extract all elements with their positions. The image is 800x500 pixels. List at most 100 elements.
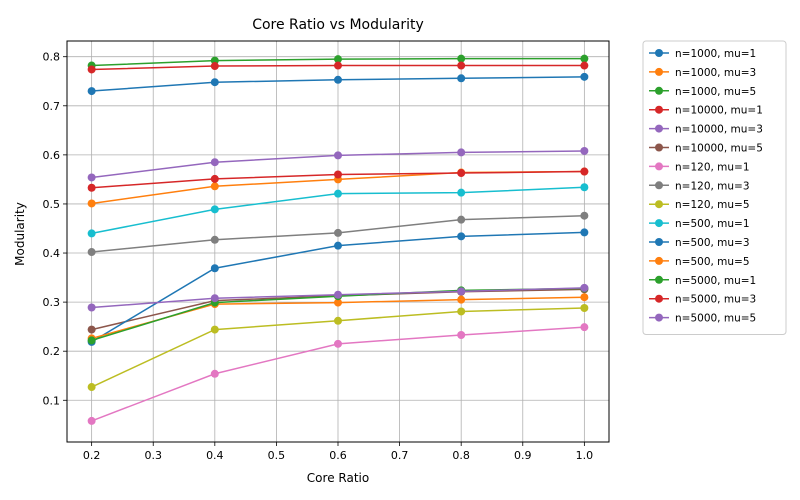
data-point: [457, 188, 466, 197]
data-point: [210, 78, 219, 87]
data-point: [580, 61, 589, 70]
legend-label: n=5000, mu=1: [675, 275, 756, 287]
data-point: [87, 229, 96, 238]
legend-label: n=1000, mu=3: [675, 67, 756, 79]
data-point: [87, 183, 96, 192]
data-point: [87, 87, 96, 96]
legend: n=1000, mu=1 n=1000, mu=3 n=1000, mu=5 n=10…: [642, 40, 787, 335]
legend-marker: [655, 294, 663, 303]
data-point: [457, 61, 466, 70]
legend-label: n=120, mu=1: [675, 161, 750, 173]
data-point: [87, 303, 96, 312]
x-tick-label: 0.3: [144, 449, 162, 462]
legend-marker: [655, 49, 663, 57]
data-point: [87, 416, 96, 425]
legend-marker: [655, 67, 663, 76]
legend-item: n=1000, mu=3: [649, 67, 756, 79]
data-point: [580, 167, 589, 176]
x-tick-label: 1.0: [576, 449, 594, 462]
legend-label: n=10000, mu=3: [675, 124, 763, 136]
legend-label: n=500, mu=3: [675, 237, 750, 249]
data-point: [334, 298, 342, 307]
data-point: [457, 215, 466, 224]
x-tick-label: 0.8: [452, 449, 470, 462]
data-point: [334, 170, 342, 179]
legend-item: n=1000, mu=1: [649, 48, 756, 60]
series-14: [87, 167, 589, 192]
legend-label: n=500, mu=5: [675, 256, 750, 268]
data-point: [334, 241, 342, 250]
data-point: [457, 169, 466, 178]
legend-item: n=10000, mu=5: [649, 143, 763, 155]
x-tick-label: 0.7: [391, 449, 409, 462]
data-point: [334, 189, 342, 198]
data-point: [87, 383, 96, 392]
data-point: [210, 62, 219, 71]
data-point: [457, 74, 466, 83]
legend-marker: [655, 86, 663, 95]
legend-label: n=120, mu=5: [675, 199, 750, 211]
data-point: [457, 331, 466, 340]
legend-box: [642, 40, 787, 335]
data-point: [580, 183, 589, 192]
data-point: [210, 182, 219, 191]
legend-marker: [655, 275, 663, 284]
data-point: [334, 290, 342, 299]
series-4: [87, 61, 589, 74]
series-10: [87, 183, 589, 238]
legend-item: n=1000, mu=5: [649, 86, 756, 98]
x-tick-label: 0.2: [83, 449, 101, 462]
data-point: [580, 72, 589, 81]
legend-item: n=120, mu=3: [649, 180, 750, 192]
y-tick-label: 0.1: [43, 394, 61, 407]
data-point: [457, 295, 466, 304]
y-tick-label: 0.5: [43, 198, 61, 211]
series-15: [87, 283, 589, 312]
data-point: [580, 54, 589, 63]
data-point: [580, 323, 589, 332]
data-point: [334, 339, 342, 348]
data-point: [210, 369, 219, 378]
legend-marker: [655, 313, 663, 322]
data-point: [87, 336, 96, 345]
data-point: [580, 228, 589, 237]
legend-item: n=5000, mu=5: [649, 313, 756, 325]
legend-marker: [655, 162, 663, 171]
y-tick-label: 0.3: [43, 296, 61, 309]
legend-marker: [655, 143, 663, 152]
legend-item: n=500, mu=5: [649, 256, 750, 268]
series-1: [87, 72, 589, 96]
legend-item: n=5000, mu=3: [649, 294, 756, 306]
legend-marker: [655, 124, 663, 133]
y-tick-label: 0.4: [43, 247, 61, 260]
legend-label: n=5000, mu=5: [675, 313, 756, 325]
legend-item: n=10000, mu=3: [649, 124, 763, 136]
data-point: [580, 146, 589, 155]
data-point: [580, 304, 589, 313]
series-7: [87, 323, 589, 425]
x-tick-label: 0.4: [206, 449, 224, 462]
data-point: [580, 293, 589, 302]
legend-item: n=120, mu=1: [649, 161, 750, 173]
data-point: [210, 294, 219, 303]
series-5: [87, 146, 589, 182]
data-point: [334, 55, 342, 64]
data-point: [457, 287, 466, 296]
data-point: [457, 307, 466, 316]
y-axis-label: Modularity: [13, 202, 27, 266]
legend-label: n=5000, mu=3: [675, 294, 756, 306]
legend-item: n=500, mu=1: [649, 218, 750, 230]
series-layer: [87, 54, 589, 425]
axes: 0.2 0.3 0.4 0.5 0.6 0.7 0.8 0.9 1.0 0.1 0.2 0.3 0.4 0…: [43, 51, 594, 462]
data-point: [210, 158, 219, 167]
data-point: [210, 264, 219, 273]
data-point: [87, 325, 96, 334]
data-point: [87, 248, 96, 257]
x-tick-label: 0.9: [514, 449, 532, 462]
legend-label: n=1000, mu=5: [675, 86, 756, 98]
x-tick-label: 0.5: [268, 449, 286, 462]
data-point: [210, 235, 219, 244]
data-point: [580, 283, 589, 292]
data-point: [334, 61, 342, 70]
